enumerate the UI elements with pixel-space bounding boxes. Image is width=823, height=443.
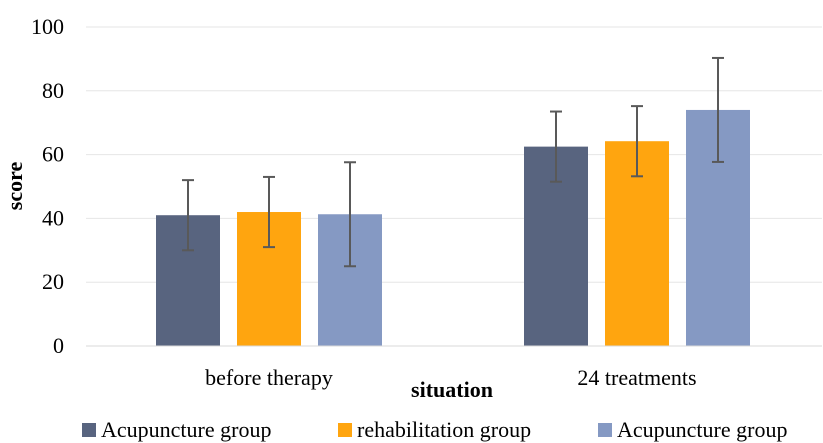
legend-swatch	[338, 423, 352, 437]
legend-swatch	[598, 423, 612, 437]
y-tick-label: 40	[42, 205, 64, 230]
error-bar	[344, 161, 356, 268]
error-bar	[550, 110, 562, 183]
legend-item: rehabilitation group	[338, 417, 531, 442]
error-bar	[712, 56, 724, 163]
legend-item: Acupuncture group	[598, 417, 787, 442]
x-tick-labels: before therapy 24 treatments	[205, 365, 696, 390]
x-tick-label: before therapy	[205, 365, 333, 390]
error-bars	[182, 56, 724, 268]
legend-label: Acupuncture group	[101, 417, 271, 442]
legend-swatch	[82, 423, 96, 437]
error-bar	[631, 105, 643, 178]
y-tick-label: 60	[42, 142, 64, 167]
legend: Acupuncture group rehabilitation group Acu…	[82, 417, 787, 442]
y-tick-labels: 0 20 40 60 80 100	[31, 14, 64, 358]
y-axis-title: score	[2, 162, 27, 211]
x-tick-label: 24 treatments	[577, 365, 696, 390]
y-tick-label: 0	[53, 333, 64, 358]
legend-label: rehabilitation group	[357, 417, 531, 442]
error-bar	[263, 175, 275, 249]
y-tick-label: 80	[42, 78, 64, 103]
x-axis-title: situation	[411, 377, 493, 402]
bars	[156, 109, 750, 346]
legend-item: Acupuncture group	[82, 417, 271, 442]
legend-label: Acupuncture group	[617, 417, 787, 442]
error-bar	[182, 179, 194, 252]
y-tick-label: 100	[31, 14, 64, 39]
y-tick-label: 20	[42, 269, 64, 294]
